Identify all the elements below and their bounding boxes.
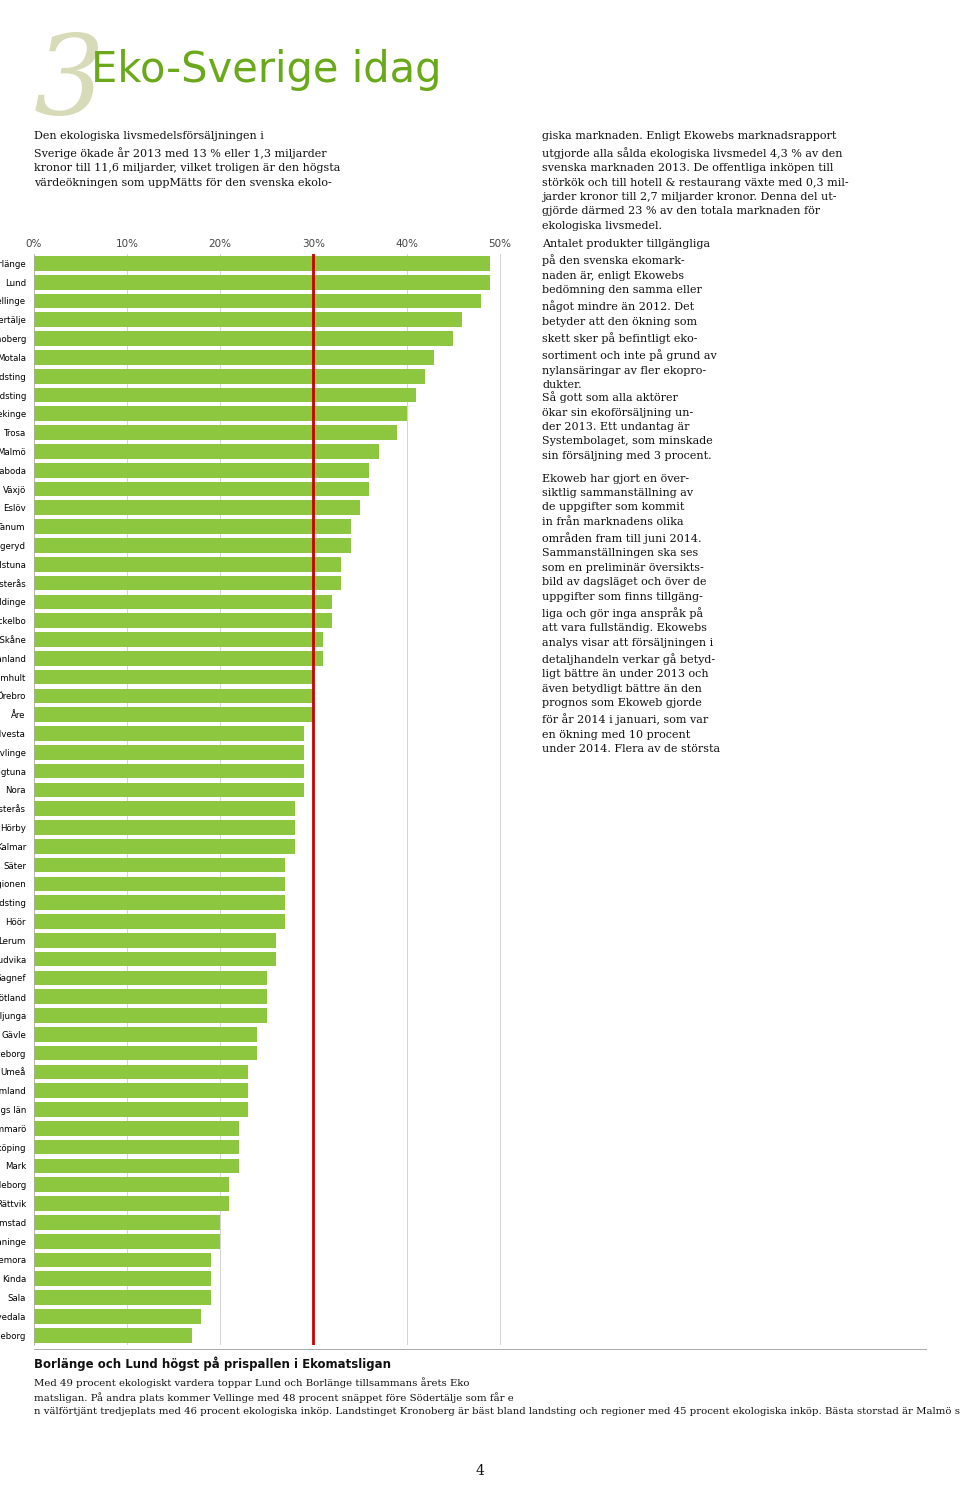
Bar	[34, 632, 323, 647]
Text: Den ekologiska livsmedelsförsäljningen i
Sverige ökade år 2013 med 13 % eller 1,: Den ekologiska livsmedelsförsäljningen i…	[34, 131, 340, 188]
Bar	[34, 1103, 248, 1118]
Bar	[34, 858, 285, 872]
Bar	[34, 932, 276, 947]
Bar	[34, 312, 463, 327]
Bar	[34, 707, 313, 722]
Bar	[34, 783, 304, 798]
Bar	[34, 1065, 248, 1079]
Bar	[34, 651, 323, 666]
Bar	[34, 557, 341, 572]
Bar	[34, 1252, 211, 1267]
Bar	[34, 1309, 202, 1324]
Bar	[34, 538, 350, 553]
Bar	[34, 1120, 239, 1135]
Text: giska marknaden. Enligt Ekowebs marknadsrapport
utgjorde alla sålda ekologiska l: giska marknaden. Enligt Ekowebs marknads…	[542, 131, 849, 230]
Bar	[34, 952, 276, 967]
Bar	[34, 463, 370, 478]
Bar	[34, 575, 341, 590]
Bar	[34, 387, 416, 402]
Bar	[34, 820, 295, 835]
Bar	[34, 1026, 257, 1041]
Bar	[34, 1328, 192, 1343]
Bar	[34, 746, 304, 759]
Text: 3: 3	[34, 30, 105, 137]
Bar	[34, 1197, 229, 1212]
Bar	[34, 801, 295, 816]
Text: Ekoweb har gjort en över-
siktlig sammanställning av
de uppgifter som kommit
in : Ekoweb har gjort en över- siktlig samman…	[542, 474, 721, 754]
Bar	[34, 444, 378, 459]
Text: Borlänge och Lund högst på prispallen i Ekomatsligan: Borlänge och Lund högst på prispallen i …	[34, 1357, 391, 1371]
Bar	[34, 1271, 211, 1286]
Bar	[34, 1083, 248, 1098]
Bar	[34, 1046, 257, 1061]
Bar	[34, 406, 406, 421]
Bar	[34, 595, 332, 610]
Text: Antalet produkter tillgängliga
på den svenska ekomark-
naden är, enligt Ekowebs
: Antalet produkter tillgängliga på den sv…	[542, 239, 717, 390]
Bar	[34, 520, 350, 533]
Text: Så gott som alla aktörer
ökar sin ekoförsäljning un-
der 2013. Ett undantag är
S: Så gott som alla aktörer ökar sin ekoför…	[542, 391, 713, 460]
Bar	[34, 294, 481, 308]
Bar	[34, 763, 304, 778]
Bar	[34, 971, 267, 985]
Bar	[34, 989, 267, 1004]
Text: Eko-Sverige idag: Eko-Sverige idag	[91, 49, 442, 91]
Bar	[34, 1159, 239, 1173]
Text: 4: 4	[475, 1464, 485, 1478]
Bar	[34, 1008, 267, 1023]
Bar	[34, 840, 295, 853]
Bar	[34, 332, 453, 347]
Bar	[34, 1140, 239, 1155]
Bar	[34, 255, 491, 270]
Bar	[34, 1215, 220, 1230]
Bar	[34, 669, 313, 684]
Bar	[34, 877, 285, 892]
Bar	[34, 1291, 211, 1304]
Bar	[34, 1177, 229, 1192]
Bar	[34, 914, 285, 929]
Bar	[34, 426, 397, 439]
Bar	[34, 481, 370, 496]
Bar	[34, 895, 285, 910]
Bar	[34, 689, 313, 704]
Bar	[34, 1234, 220, 1249]
Bar	[34, 369, 425, 384]
Bar	[34, 614, 332, 627]
Bar	[34, 350, 435, 365]
Bar	[34, 726, 304, 741]
Bar	[34, 275, 491, 290]
Bar	[34, 500, 360, 515]
Text: Med 49 procent ekologiskt vardera toppar Lund och Borlänge tillsammans årets Eko: Med 49 procent ekologiskt vardera toppar…	[34, 1377, 960, 1416]
